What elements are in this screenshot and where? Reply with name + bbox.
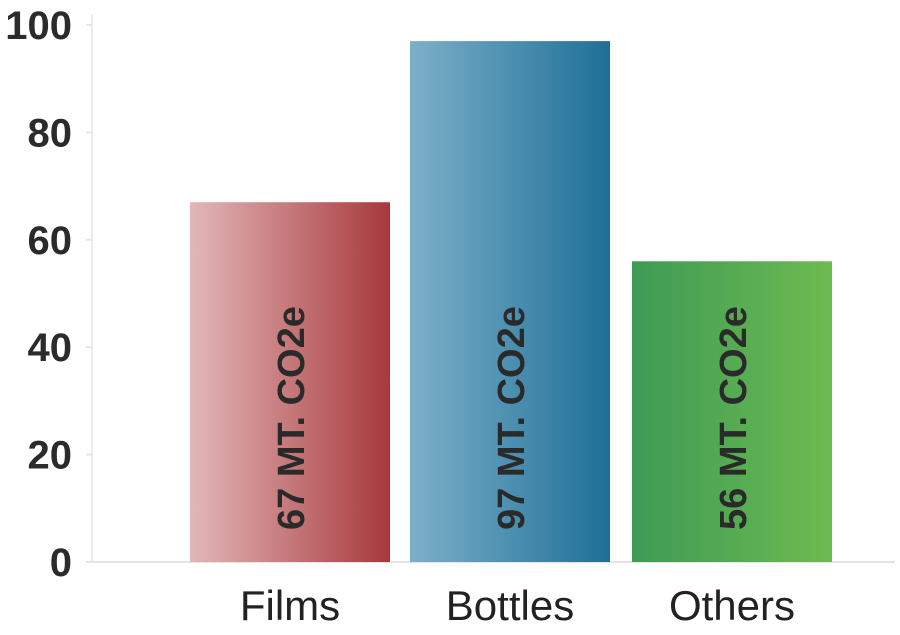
y-tick-label-100: 100 xyxy=(5,4,72,48)
data-label-others: 56 MT. CO2e xyxy=(713,306,755,530)
data-label-bottles: 97 MT. CO2e xyxy=(491,306,533,530)
y-tick-label-0: 0 xyxy=(50,541,72,585)
y-tick-label-20: 20 xyxy=(28,434,73,478)
data-label-films: 67 MT. CO2e xyxy=(271,306,313,530)
bar-bottles xyxy=(410,41,610,563)
y-tick-label-60: 60 xyxy=(28,219,73,263)
x-tick-label-others: Others xyxy=(669,582,795,629)
x-tick-label-bottles: Bottles xyxy=(446,582,574,629)
y-tick-label-80: 80 xyxy=(28,111,73,155)
x-tick-labels: Films Bottles Others xyxy=(240,582,795,629)
bars: 67 MT. CO2e 97 MT. CO2e 56 MT. CO2e xyxy=(190,41,832,563)
y-tick-labels: 0 20 40 60 80 100 xyxy=(5,4,92,585)
y-tick-label-40: 40 xyxy=(28,326,73,370)
bar-others xyxy=(632,261,832,562)
x-tick-label-films: Films xyxy=(240,582,340,629)
bar-films xyxy=(190,202,390,562)
